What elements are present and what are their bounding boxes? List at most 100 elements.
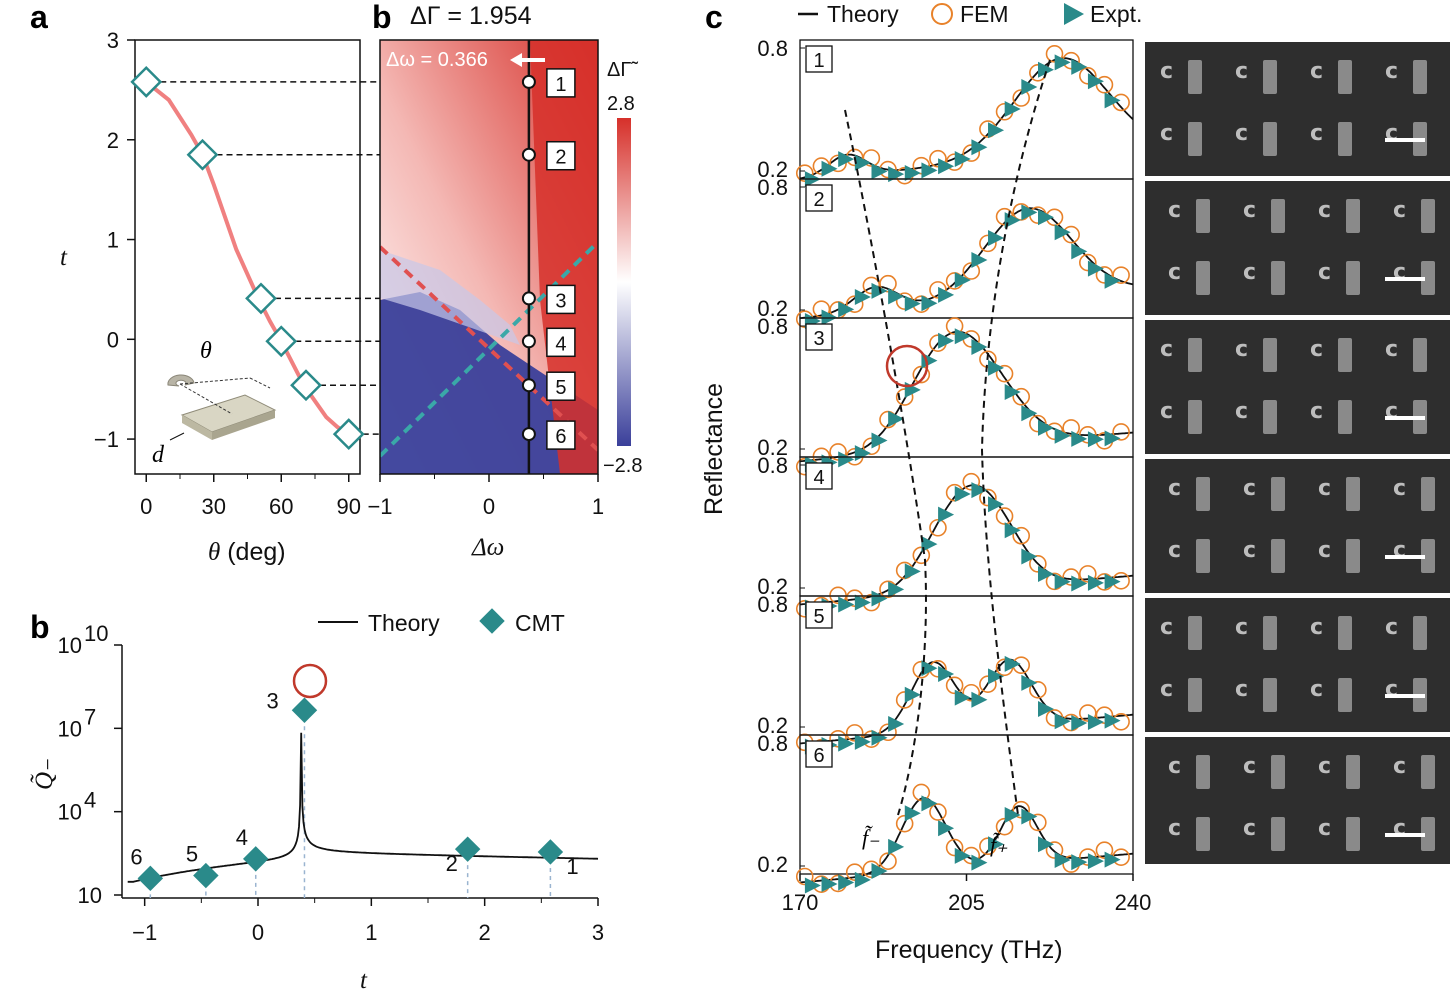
inset-theta-label: θ xyxy=(200,338,212,364)
c-row-frame xyxy=(799,317,1134,458)
c-fem-point xyxy=(795,867,814,886)
c-expt-point xyxy=(1087,260,1104,277)
sem-rod xyxy=(1346,539,1360,573)
f-plus-trace xyxy=(980,59,1051,816)
c-fem-point xyxy=(879,852,897,871)
c-ytick-label: 0.8 xyxy=(757,731,788,756)
c-expt-point xyxy=(904,805,921,822)
c-expt-point xyxy=(871,590,888,607)
sem-rod xyxy=(1346,477,1360,511)
map-point-label: 1 xyxy=(555,74,566,96)
sem-image xyxy=(1145,737,1450,864)
c-expt-point xyxy=(854,594,871,611)
c-theory-curve xyxy=(799,796,1134,884)
c-expt-point xyxy=(1004,100,1021,117)
panel-a-xlabel: θ (deg) xyxy=(208,538,286,566)
sem-split-ring: c xyxy=(1235,677,1248,702)
legend-c-fem: FEM xyxy=(960,1,1009,27)
c-row-label: 2 xyxy=(813,189,824,211)
c-expt-point xyxy=(854,154,871,171)
c-expt-point xyxy=(988,668,1005,685)
a-marker xyxy=(290,369,322,402)
a-xtick-label: 90 xyxy=(337,494,361,519)
map-point xyxy=(521,74,536,89)
c-expt-point xyxy=(904,686,921,703)
c-expt-point xyxy=(988,359,1005,376)
c-ytick-label: 0.2 xyxy=(757,574,788,599)
c-expt-point xyxy=(838,451,855,468)
inset-d-label: d xyxy=(152,442,165,468)
colorbar-min: −2.8 xyxy=(603,455,642,477)
c-expt-point xyxy=(921,536,938,553)
c-expt-point xyxy=(1071,243,1088,260)
c-expt-point xyxy=(1087,431,1104,448)
c-expt-point xyxy=(954,485,971,502)
sem-rod xyxy=(1413,338,1427,372)
sem-split-ring: c xyxy=(1168,260,1181,285)
c-fem-point xyxy=(1079,253,1097,272)
c-expt-point xyxy=(1054,573,1071,590)
c-expt-point xyxy=(888,581,905,598)
c-xtick-label: 240 xyxy=(1115,890,1152,915)
map-point-box xyxy=(546,371,576,401)
sem-rod xyxy=(1338,338,1352,372)
c-fem-point xyxy=(1079,426,1097,444)
sem-split-ring: c xyxy=(1318,476,1331,501)
c-expt-point xyxy=(938,286,955,303)
c-expt-point xyxy=(1087,714,1104,731)
c-theory-curve xyxy=(799,658,1134,745)
map-point-box xyxy=(546,420,576,450)
f-minus-label: f̃₋ xyxy=(862,825,880,850)
c-expt-point xyxy=(1104,712,1121,729)
sem-split-ring: c xyxy=(1160,677,1173,702)
c-expt-point xyxy=(821,160,838,177)
c-xtick-label: 205 xyxy=(948,890,985,915)
map-point-label: 4 xyxy=(555,333,566,355)
sem-scale-bar xyxy=(1385,416,1425,420)
panel-b-heatmap: 1 2 3 4 5 6 −1 0 1 ΔΓ = 1.954 Δω = 0.366 Δω ΔΓ̃… xyxy=(367,2,642,561)
sem-rod xyxy=(1421,261,1435,295)
c-expt-point xyxy=(1037,836,1054,853)
b-xtick-label: 1 xyxy=(592,494,604,519)
sem-split-ring: c xyxy=(1168,198,1181,223)
cmt-label: 5 xyxy=(186,842,198,867)
panel-a-ylabel: t xyxy=(60,244,68,271)
sem-split-ring: c xyxy=(1393,260,1406,285)
c-expt-point xyxy=(871,863,888,880)
map-xlabel: Δω xyxy=(471,534,504,561)
c-expt-point xyxy=(1037,701,1054,718)
q-peak-highlight xyxy=(292,663,328,699)
c-fem-point xyxy=(895,388,914,406)
sem-split-ring: c xyxy=(1160,615,1173,640)
sem-split-ring: c xyxy=(1385,399,1398,424)
q-ytick-label: 10 xyxy=(58,800,82,825)
c-expt-point xyxy=(1104,573,1121,590)
panel-label-b-top: b xyxy=(372,0,392,35)
sem-split-ring: c xyxy=(1393,754,1406,779)
sem-split-ring: c xyxy=(1310,121,1323,146)
c-fem-point xyxy=(862,276,881,295)
c-expt-point xyxy=(921,660,938,677)
legend-theory-label: Theory xyxy=(368,610,440,636)
c-ytick-label: 0.2 xyxy=(757,296,788,321)
sem-image xyxy=(1145,181,1450,315)
c-fem-point xyxy=(979,350,997,369)
sem-split-ring: c xyxy=(1310,59,1323,84)
q-xtick-label: 0 xyxy=(252,920,264,945)
sem-split-ring: c xyxy=(1235,121,1248,146)
q-plot-xlabel: t xyxy=(360,967,368,990)
sem-images: c c c c c c c c c c c c c c c c c c c c c c c c c c c c c c c c c c c c c c c c… xyxy=(1145,42,1450,864)
c-expt-point xyxy=(904,295,921,312)
sem-split-ring: c xyxy=(1160,399,1173,424)
c-expt-point xyxy=(1021,405,1038,422)
q-xtick-label: 2 xyxy=(479,920,491,945)
c-expt-point xyxy=(838,151,855,168)
c-fem-point xyxy=(995,817,1014,836)
sem-rod xyxy=(1188,616,1202,650)
c-fem-point xyxy=(895,814,914,833)
c-row-frame xyxy=(799,734,1134,875)
q-xtick-label: 1 xyxy=(365,920,377,945)
sem-rod xyxy=(1271,539,1285,573)
sem-split-ring: c xyxy=(1168,816,1181,841)
q-plot-ylabel: Q̃₋ xyxy=(31,759,58,790)
